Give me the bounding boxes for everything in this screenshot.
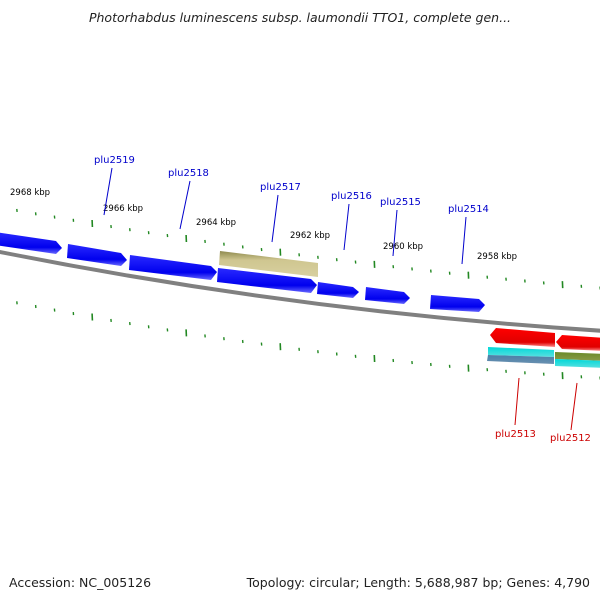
scale-label: 2958 kbp [477, 252, 517, 262]
forward-strand-genes [0, 232, 485, 312]
inner-scale-ticks [16, 301, 600, 380]
leader-line [179, 180, 191, 230]
gene-label-plu2516[interactable]: plu2516 [331, 191, 372, 202]
leader-line [103, 167, 113, 216]
gene-arrow-plu2519[interactable] [67, 244, 127, 266]
gene-label-plu2513[interactable]: plu2513 [495, 429, 536, 440]
rna-feature-cyan-2[interactable] [555, 359, 600, 368]
reverse-strand-genes [487, 328, 600, 368]
map-title: Photorhabdus luminescens subsp. laumondi… [88, 10, 512, 25]
scale-label: 2962 kbp [290, 231, 330, 241]
scale-label: 2968 kbp [10, 188, 50, 198]
gene-arrow-plu2513[interactable] [490, 328, 555, 347]
genome-backbone [0, 249, 600, 333]
leader-line [343, 203, 350, 251]
gene-label-plu2519[interactable]: plu2519 [94, 155, 135, 166]
gene-arrow[interactable] [0, 232, 62, 254]
gene-arrow-plu2514[interactable] [430, 295, 485, 312]
label-leaders [103, 167, 578, 431]
gene-arrow-plu2515[interactable] [317, 282, 359, 298]
gene-label-plu2515[interactable]: plu2515 [380, 197, 421, 208]
leader-line [570, 382, 578, 431]
rna-feature-steel[interactable] [487, 355, 554, 364]
leader-line [514, 377, 520, 426]
leader-line [271, 194, 279, 243]
accession-label: Accession: NC_005126 [9, 575, 152, 590]
gene-label-plu2514[interactable]: plu2514 [448, 204, 489, 215]
gene-arrow-plu2516[interactable] [217, 268, 317, 293]
leader-line [461, 216, 467, 265]
outer-scale-ticks [16, 208, 600, 290]
leader-line [392, 209, 398, 257]
gene-arrow-plu2518[interactable] [129, 255, 217, 280]
gene-label-plu2512[interactable]: plu2512 [550, 433, 591, 444]
gene-labels: plu2519 plu2518 plu2517 plu2516 plu2515 … [94, 155, 591, 444]
gene-arrow-plu2517[interactable] [219, 251, 318, 277]
gene-label-plu2517[interactable]: plu2517 [260, 182, 301, 193]
rna-feature-olive[interactable] [555, 352, 600, 361]
scale-labels: 2968 kbp 2966 kbp 2964 kbp 2962 kbp 2960… [10, 188, 517, 262]
gene-arrow-plu2515b[interactable] [365, 287, 410, 304]
gene-arrow-plu2512[interactable] [556, 335, 600, 351]
scale-label: 2960 kbp [383, 242, 423, 252]
rna-feature-cyan[interactable] [488, 347, 554, 357]
scale-label: 2964 kbp [196, 218, 236, 228]
scale-label: 2966 kbp [103, 204, 143, 214]
gene-label-plu2518[interactable]: plu2518 [168, 168, 209, 179]
genome-summary-label: Topology: circular; Length: 5,688,987 bp… [246, 575, 590, 590]
